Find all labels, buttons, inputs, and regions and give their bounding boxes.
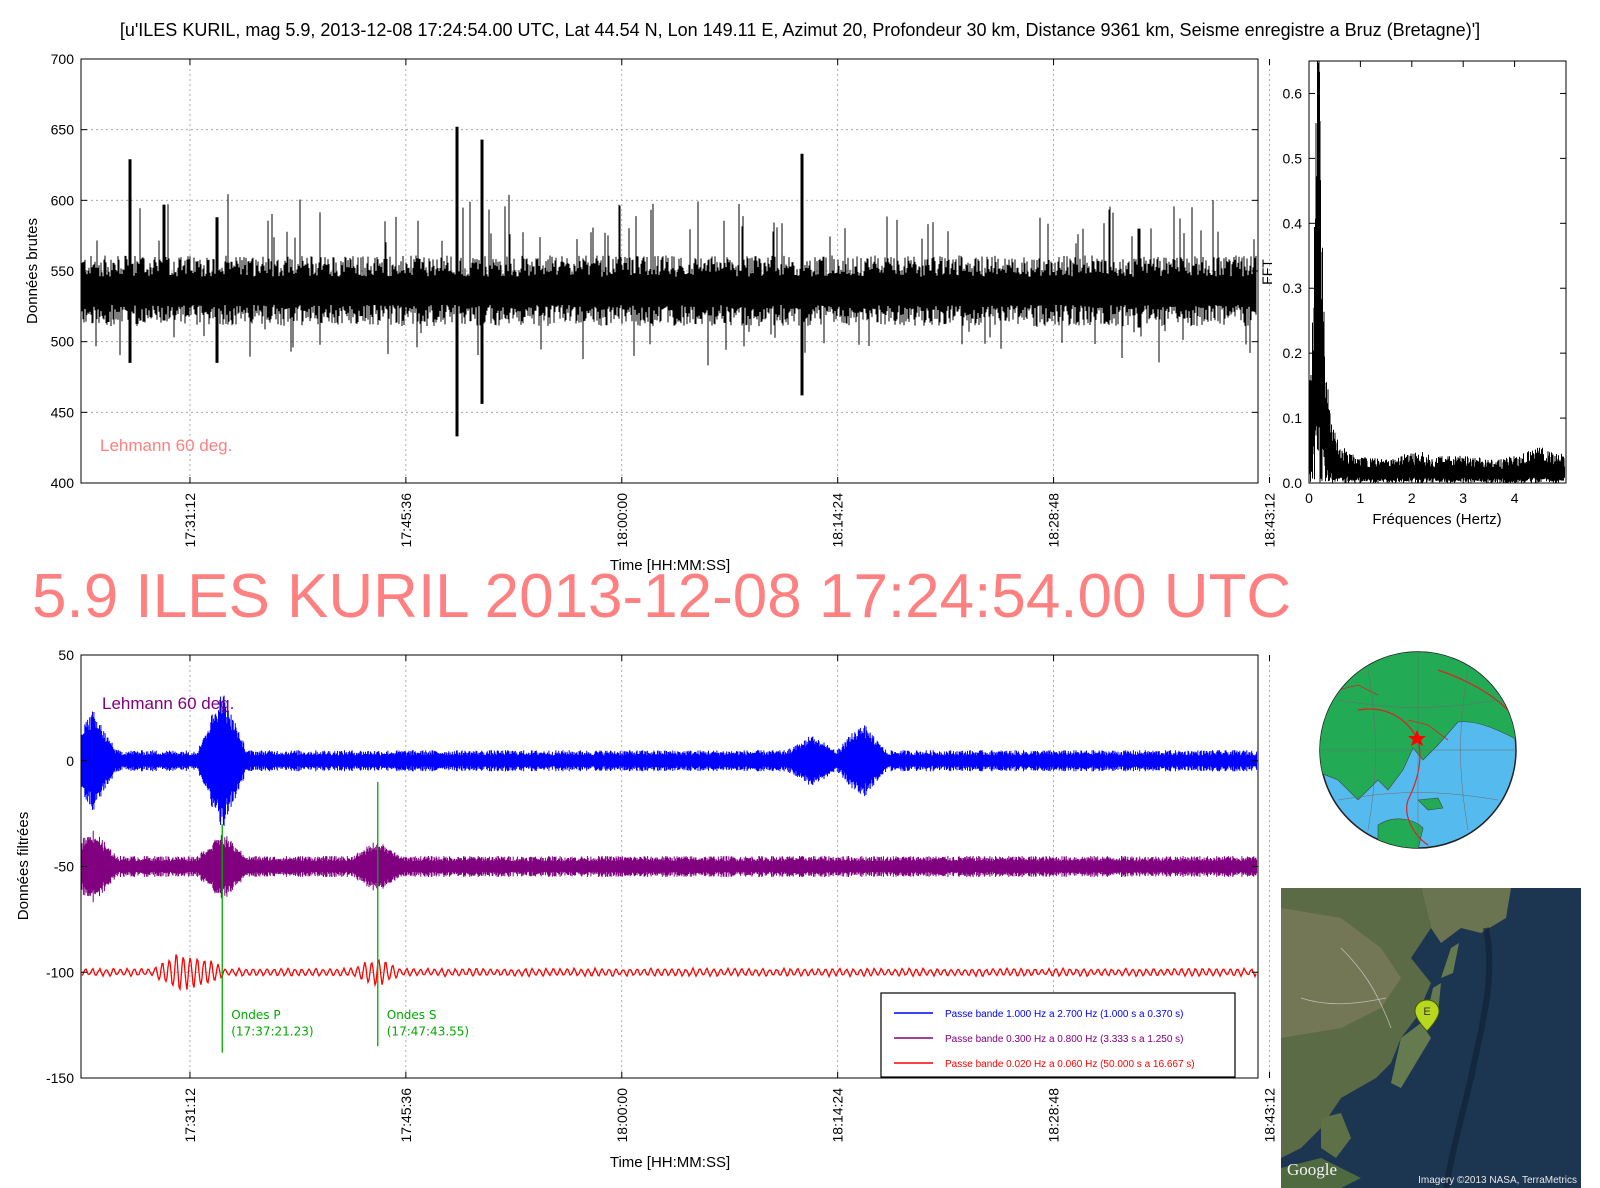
map-land-japan	[1391, 1023, 1431, 1088]
fft-x-tick-label: 4	[1511, 490, 1519, 506]
legend-label: Passe bande 0.020 Hz a 0.060 Hz (50.000 …	[945, 1059, 1195, 1070]
y-tick-label: 0	[66, 753, 74, 769]
globe-plate-boundary	[1357, 708, 1429, 846]
fft-x-tick-label: 3	[1459, 490, 1467, 506]
y-tick-label: 450	[51, 404, 75, 420]
filtered-data-chart: Ondes P (17:37:21.23) Ondes S (17:47:43.55)…	[15, 647, 1277, 1171]
y-tick-label: 700	[51, 51, 75, 67]
event-headline: 5.9 ILES KURIL 2013-12-08 17:24:54.00 UT…	[32, 562, 1292, 631]
y-tick-label: -50	[54, 859, 74, 875]
fft-x-tick-label: 1	[1357, 490, 1365, 506]
legend-label: Passe bande 0.300 Hz a 0.800 Hz (3.333 s…	[945, 1034, 1184, 1045]
filtered-y-ticks: -150 -100 -50 0 50	[46, 647, 1258, 1086]
map-credit: Imagery ©2013 NASA, TerraMetrics	[1418, 1175, 1577, 1186]
raw-y-label: Données brutes	[24, 218, 41, 324]
filtered-series-2-line	[81, 830, 1258, 903]
fft-x-tick-label: 2	[1408, 490, 1416, 506]
fft-chart: 0.0 0.1 0.2 0.3 0.4 0.5 0.6 0 1 2 3 4 FFT Fréquenc…	[1259, 60, 1567, 528]
raw-x-label: Time [HH:MM:SS]	[610, 557, 730, 574]
y-tick-label: 400	[51, 475, 75, 491]
globe-map	[1318, 650, 1518, 850]
filtered-series-3-line	[81, 954, 1257, 992]
x-tick-label: 18:28:48	[1046, 493, 1062, 548]
epicenter-star-icon	[1408, 730, 1426, 746]
x-tick-label: 18:28:48	[1046, 1088, 1062, 1143]
filtered-series-lines	[81, 695, 1258, 992]
raw-data-chart: 400 450 500 550 600 650 700 17:31:12 17:45:36 18…	[24, 51, 1277, 574]
x-tick-label: 18:43:12	[1261, 1088, 1277, 1143]
legend-box	[880, 992, 1236, 1078]
y-tick-label: 550	[51, 263, 75, 279]
fft-y-tick-label: 0.2	[1283, 345, 1303, 361]
filtered-series-1-line	[81, 695, 1258, 826]
fft-x-label: Fréquences (Hertz)	[1372, 511, 1501, 528]
phase-marker-label: Ondes P	[231, 1008, 280, 1022]
fft-y-tick-label: 0.6	[1283, 85, 1303, 101]
x-tick-label: 18:43:12	[1261, 493, 1277, 548]
phase-markers: Ondes P (17:37:21.23) Ondes S (17:47:43.55)	[221, 781, 469, 1053]
fft-frame	[1308, 60, 1567, 484]
globe-land-islands	[1417, 797, 1444, 811]
raw-series-line	[81, 126, 1257, 437]
map-marker-label: E	[1423, 1006, 1430, 1018]
y-tick-label: 600	[51, 192, 75, 208]
fft-y-tick-label: 0.5	[1283, 150, 1303, 166]
x-tick-label: 18:00:00	[614, 493, 630, 548]
x-tick-label: 17:45:36	[398, 1088, 414, 1143]
x-tick-label: 18:14:24	[830, 1088, 846, 1143]
map-trench	[1443, 927, 1493, 1188]
fft-x-ticks: 0 1 2 3 4	[1305, 61, 1519, 506]
google-logo: Google	[1287, 1160, 1338, 1179]
fft-y-ticks: 0.0 0.1 0.2 0.3 0.4 0.5 0.6	[1283, 85, 1566, 491]
y-tick-label: 50	[58, 647, 74, 663]
x-tick-label: 17:45:36	[398, 493, 414, 548]
raw-annotation: Lehmann 60 deg.	[100, 436, 232, 455]
fft-x-tick-label: 0	[1305, 490, 1313, 506]
y-tick-label: -150	[46, 1070, 74, 1086]
map-land-kamchatka	[1441, 943, 1459, 978]
y-tick-label: -100	[46, 964, 74, 980]
x-tick-label: 17:31:12	[182, 1088, 198, 1143]
phase-marker-label: Ondes S	[387, 1008, 437, 1022]
filtered-x-label: Time [HH:MM:SS]	[610, 1154, 730, 1171]
fft-y-tick-label: 0.3	[1283, 280, 1303, 296]
fft-y-tick-label: 0.1	[1283, 410, 1303, 426]
fft-series-line	[1309, 61, 1565, 483]
phase-marker-time: (17:37:21.23)	[231, 1025, 313, 1039]
y-tick-label: 650	[51, 122, 75, 138]
filtered-legend: Passe bande 1.000 Hz a 2.700 Hz (1.000 s…	[880, 992, 1236, 1078]
y-tick-label: 500	[51, 334, 75, 350]
phase-marker-time: (17:47:43.55)	[387, 1025, 469, 1039]
legend-label: Passe bande 1.000 Hz a 2.700 Hz (1.000 s…	[945, 1009, 1184, 1020]
filtered-annotation: Lehmann 60 deg.	[102, 694, 234, 713]
filtered-y-label: Données filtrées	[15, 812, 32, 920]
map-marker-icon: E	[1414, 999, 1440, 1032]
x-tick-label: 18:14:24	[830, 493, 846, 548]
raw-y-ticks: 400 450 500 550 600 650 700	[51, 51, 1258, 491]
filtered-x-ticks: 17:31:12 17:45:36 18:00:00 18:14:24 18:28:48…	[182, 655, 1277, 1143]
fft-y-tick-label: 0.0	[1283, 475, 1303, 491]
map-borders	[1300, 947, 1392, 1029]
x-tick-label: 17:31:12	[182, 493, 198, 548]
figure-title: [u'ILES KURIL, mag 5.9, 2013-12-08 17:24…	[119, 20, 1481, 40]
raw-x-ticks: 17:31:12 17:45:36 18:00:00 18:14:24 18:28:48…	[182, 59, 1277, 548]
satellite-map: E Google Imagery ©2013 NASA, TerraMetric…	[1281, 888, 1581, 1188]
x-tick-label: 18:00:00	[614, 1088, 630, 1143]
fft-y-tick-label: 0.4	[1283, 215, 1303, 231]
fft-y-label: FFT	[1259, 259, 1275, 285]
